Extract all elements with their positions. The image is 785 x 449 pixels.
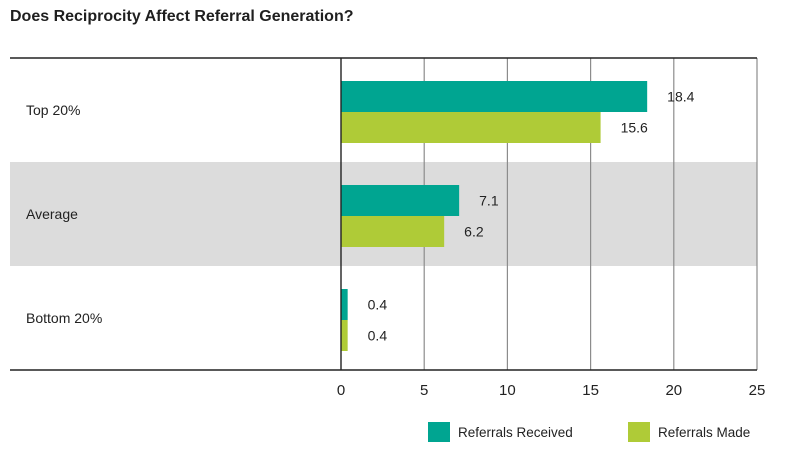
bar-made: [341, 112, 601, 143]
bar-received: [341, 185, 460, 216]
chart-legend: Referrals Received Referrals Made: [0, 420, 785, 444]
legend-swatch-made: [628, 422, 650, 442]
category-label: Top 20%: [26, 102, 80, 118]
bar-received: [341, 81, 648, 112]
x-tick-label: 5: [420, 382, 428, 399]
data-label: 18.4: [667, 89, 694, 105]
x-tick-label: 0: [337, 382, 345, 399]
chart-plot: 18.4 15.6 Top 20% 7.1 6.2 Average 0.4 0.4 Bottom…: [10, 57, 766, 399]
data-label: 6.2: [464, 224, 484, 240]
data-label: 0.4: [368, 328, 388, 344]
x-tick-label: 20: [665, 382, 682, 399]
data-label: 7.1: [479, 193, 499, 209]
legend-item-referrals-received: Referrals Received: [428, 420, 573, 444]
x-tick-label: 15: [582, 382, 599, 399]
chart-title: Does Reciprocity Affect Referral Generat…: [10, 8, 354, 25]
category-label: Bottom 20%: [26, 310, 102, 326]
bar-received: [341, 289, 348, 320]
x-tick-label: 10: [499, 382, 516, 399]
legend-item-referrals-made: Referrals Made: [628, 420, 750, 444]
data-label: 0.4: [368, 297, 388, 313]
legend-swatch-received: [428, 422, 450, 442]
bar-made: [341, 216, 445, 247]
x-tick-label: 25: [749, 382, 766, 399]
legend-label-received: Referrals Received: [458, 424, 573, 440]
bar-made: [341, 320, 348, 351]
category-label: Average: [26, 206, 78, 222]
legend-label-made: Referrals Made: [658, 424, 751, 440]
data-label: 15.6: [621, 120, 648, 136]
